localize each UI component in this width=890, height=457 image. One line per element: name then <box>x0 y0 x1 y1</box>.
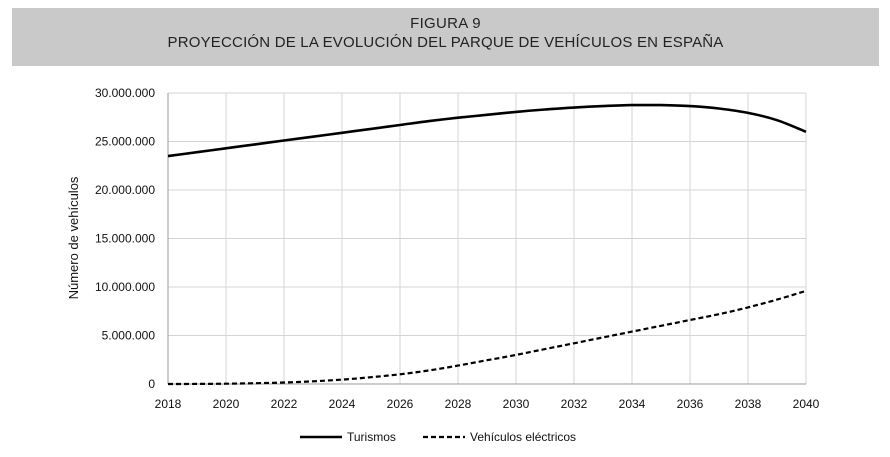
x-tick-label: 2032 <box>561 397 588 411</box>
y-tick-label: 25.000.000 <box>95 135 155 149</box>
x-tick-label: 2034 <box>619 397 646 411</box>
x-tick-label: 2028 <box>445 397 472 411</box>
x-tick-label: 2020 <box>213 397 240 411</box>
series-lines <box>167 103 807 386</box>
chart-title: PROYECCIÓN DE LA EVOLUCIÓN DEL PARQUE DE… <box>167 34 724 51</box>
x-tick-label: 2026 <box>387 397 414 411</box>
legend: Turismos Vehículos eléctricos <box>300 430 576 444</box>
y-tick-label: 20.000.000 <box>95 183 155 197</box>
legend-label: Turismos <box>347 430 396 444</box>
x-tick-label: 2022 <box>271 397 298 411</box>
figure-header: FIGURA 9 PROYECCIÓN DE LA EVOLUCIÓN DEL … <box>12 8 879 66</box>
figure-label: FIGURA 9 <box>410 15 481 32</box>
y-axis-ticks: 0 5.000.000 10.000.000 15.000.000 20.000.000… <box>95 86 155 391</box>
x-tick-label: 2038 <box>735 397 762 411</box>
y-tick-label: 0 <box>148 377 155 391</box>
x-tick-label: 2040 <box>793 397 820 411</box>
x-tick-label: 2024 <box>329 397 356 411</box>
series-line-vehiculos-electricos <box>167 289 807 386</box>
x-tick-label: 2030 <box>503 397 530 411</box>
y-tick-label: 30.000.000 <box>95 86 155 100</box>
x-tick-label: 2036 <box>677 397 704 411</box>
x-axis-ticks: 2018 2020 2022 2024 2026 2028 2030 2032 2034 2036… <box>155 397 820 411</box>
series-line-turismos <box>167 103 807 158</box>
y-tick-label: 10.000.000 <box>95 280 155 294</box>
y-axis-label: Número de vehículos <box>66 176 81 299</box>
y-tick-label: 5.000.000 <box>102 329 156 343</box>
x-tick-label: 2018 <box>155 397 182 411</box>
legend-label: Vehículos eléctricos <box>470 430 576 444</box>
y-tick-label: 15.000.000 <box>95 232 155 246</box>
grid <box>167 92 807 385</box>
